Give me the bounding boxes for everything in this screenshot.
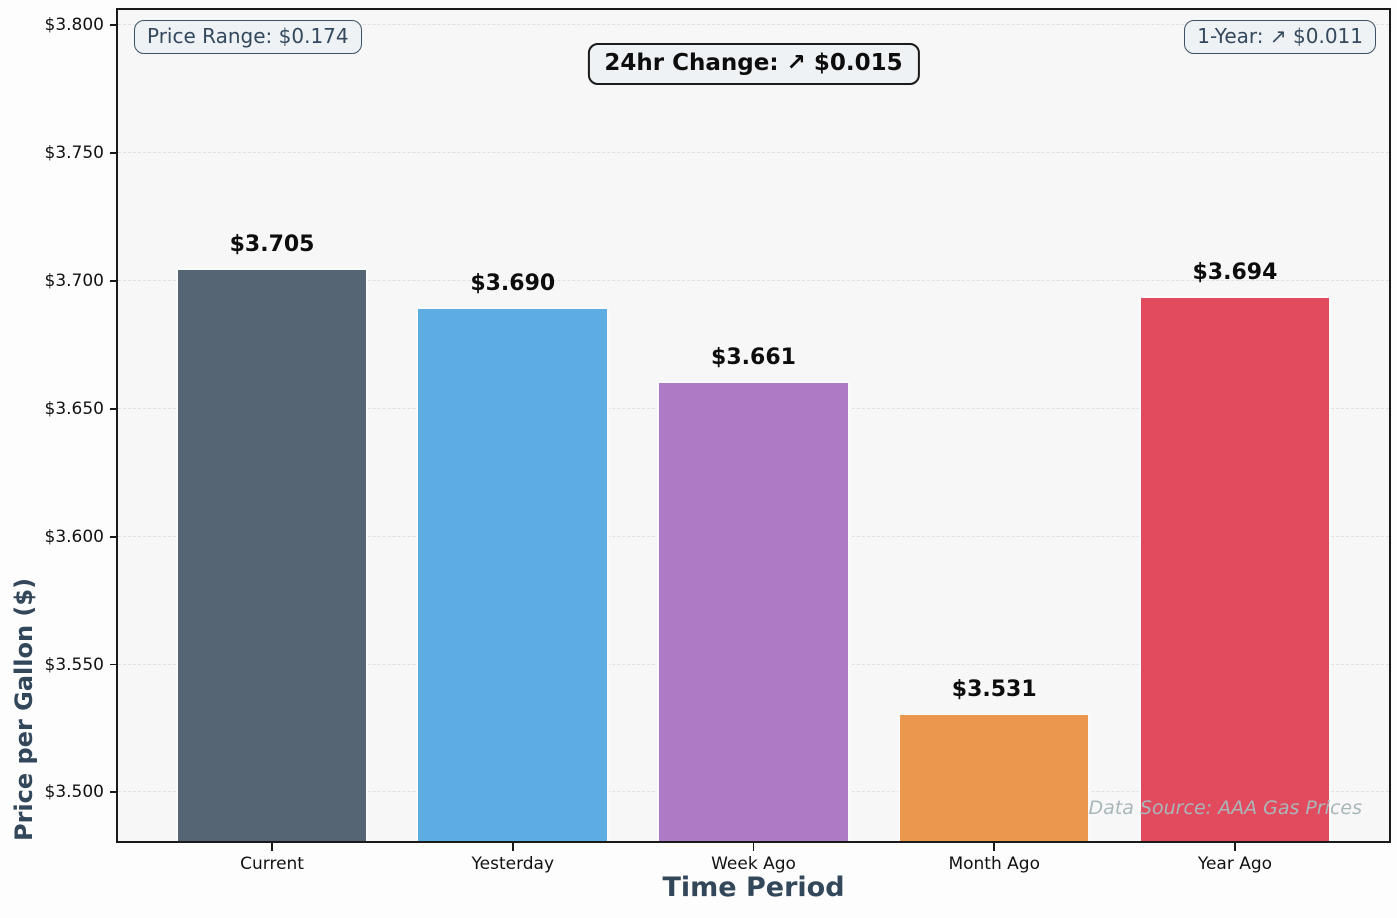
bar-value-label: $3.531 xyxy=(951,677,1037,703)
bar-value-label: $3.690 xyxy=(470,270,556,296)
y-tick-mark xyxy=(110,280,118,282)
bar-value-label: $3.661 xyxy=(711,344,796,370)
bar-value-label: $3.694 xyxy=(1192,260,1278,286)
bar-value-label: $3.705 xyxy=(229,232,315,258)
bars-layer: $3.705 $3.690 $3.661 $3.531 $3.694 xyxy=(118,10,1389,841)
y-tick-mark xyxy=(110,24,118,27)
x-tick-mark xyxy=(752,843,755,851)
x-tick-label: Current xyxy=(240,854,304,874)
y-tick-label: $3.500 xyxy=(44,782,104,803)
x-tick-label: Yesterday xyxy=(471,854,555,874)
y-tick-label: $3.550 xyxy=(44,654,104,675)
bar-current xyxy=(175,268,369,841)
plot-area: $3.705 $3.690 $3.661 $3.531 $3.694 Price Ran… xyxy=(116,8,1391,843)
gridline xyxy=(118,280,1389,282)
x-tick-mark xyxy=(993,843,996,851)
y-tick-mark xyxy=(110,663,118,666)
bar-week-ago xyxy=(657,380,850,841)
x-tick-mark xyxy=(271,843,273,851)
y-tick-mark xyxy=(110,152,118,154)
annotation-24hr-change: 24hr Change: ↗ $0.015 xyxy=(587,43,920,85)
bar-month-ago xyxy=(897,713,1091,841)
y-tick-label: $3.800 xyxy=(44,15,104,36)
y-tick-label: $3.700 xyxy=(44,271,104,292)
y-tick-mark xyxy=(110,791,118,794)
y-tick-label: $3.650 xyxy=(44,398,104,419)
bar-yesterday xyxy=(416,306,610,841)
y-tick-label: $3.750 xyxy=(44,143,104,164)
gridline xyxy=(118,152,1389,154)
annotation-price-range: Price Range: $0.174 xyxy=(134,20,362,54)
gridline xyxy=(118,24,1389,26)
x-axis-title: Time Period xyxy=(662,872,845,903)
x-tick-mark xyxy=(511,843,514,851)
data-source-note: Data Source: AAA Gas Prices xyxy=(1088,797,1362,819)
annotation-1-year-change: 1-Year: ↗ $0.011 xyxy=(1184,20,1376,54)
y-tick-mark xyxy=(110,407,118,410)
bar-year-ago xyxy=(1138,296,1332,841)
x-tick-label: Year Ago xyxy=(1197,854,1273,874)
x-tick-label: Week Ago xyxy=(711,854,796,874)
y-tick-label: $3.600 xyxy=(44,526,104,547)
y-tick-mark xyxy=(110,535,118,538)
x-tick-label: Month Ago xyxy=(948,854,1040,874)
x-tick-mark xyxy=(1233,843,1236,851)
y-axis-title: Price per Gallon ($) xyxy=(10,577,38,841)
